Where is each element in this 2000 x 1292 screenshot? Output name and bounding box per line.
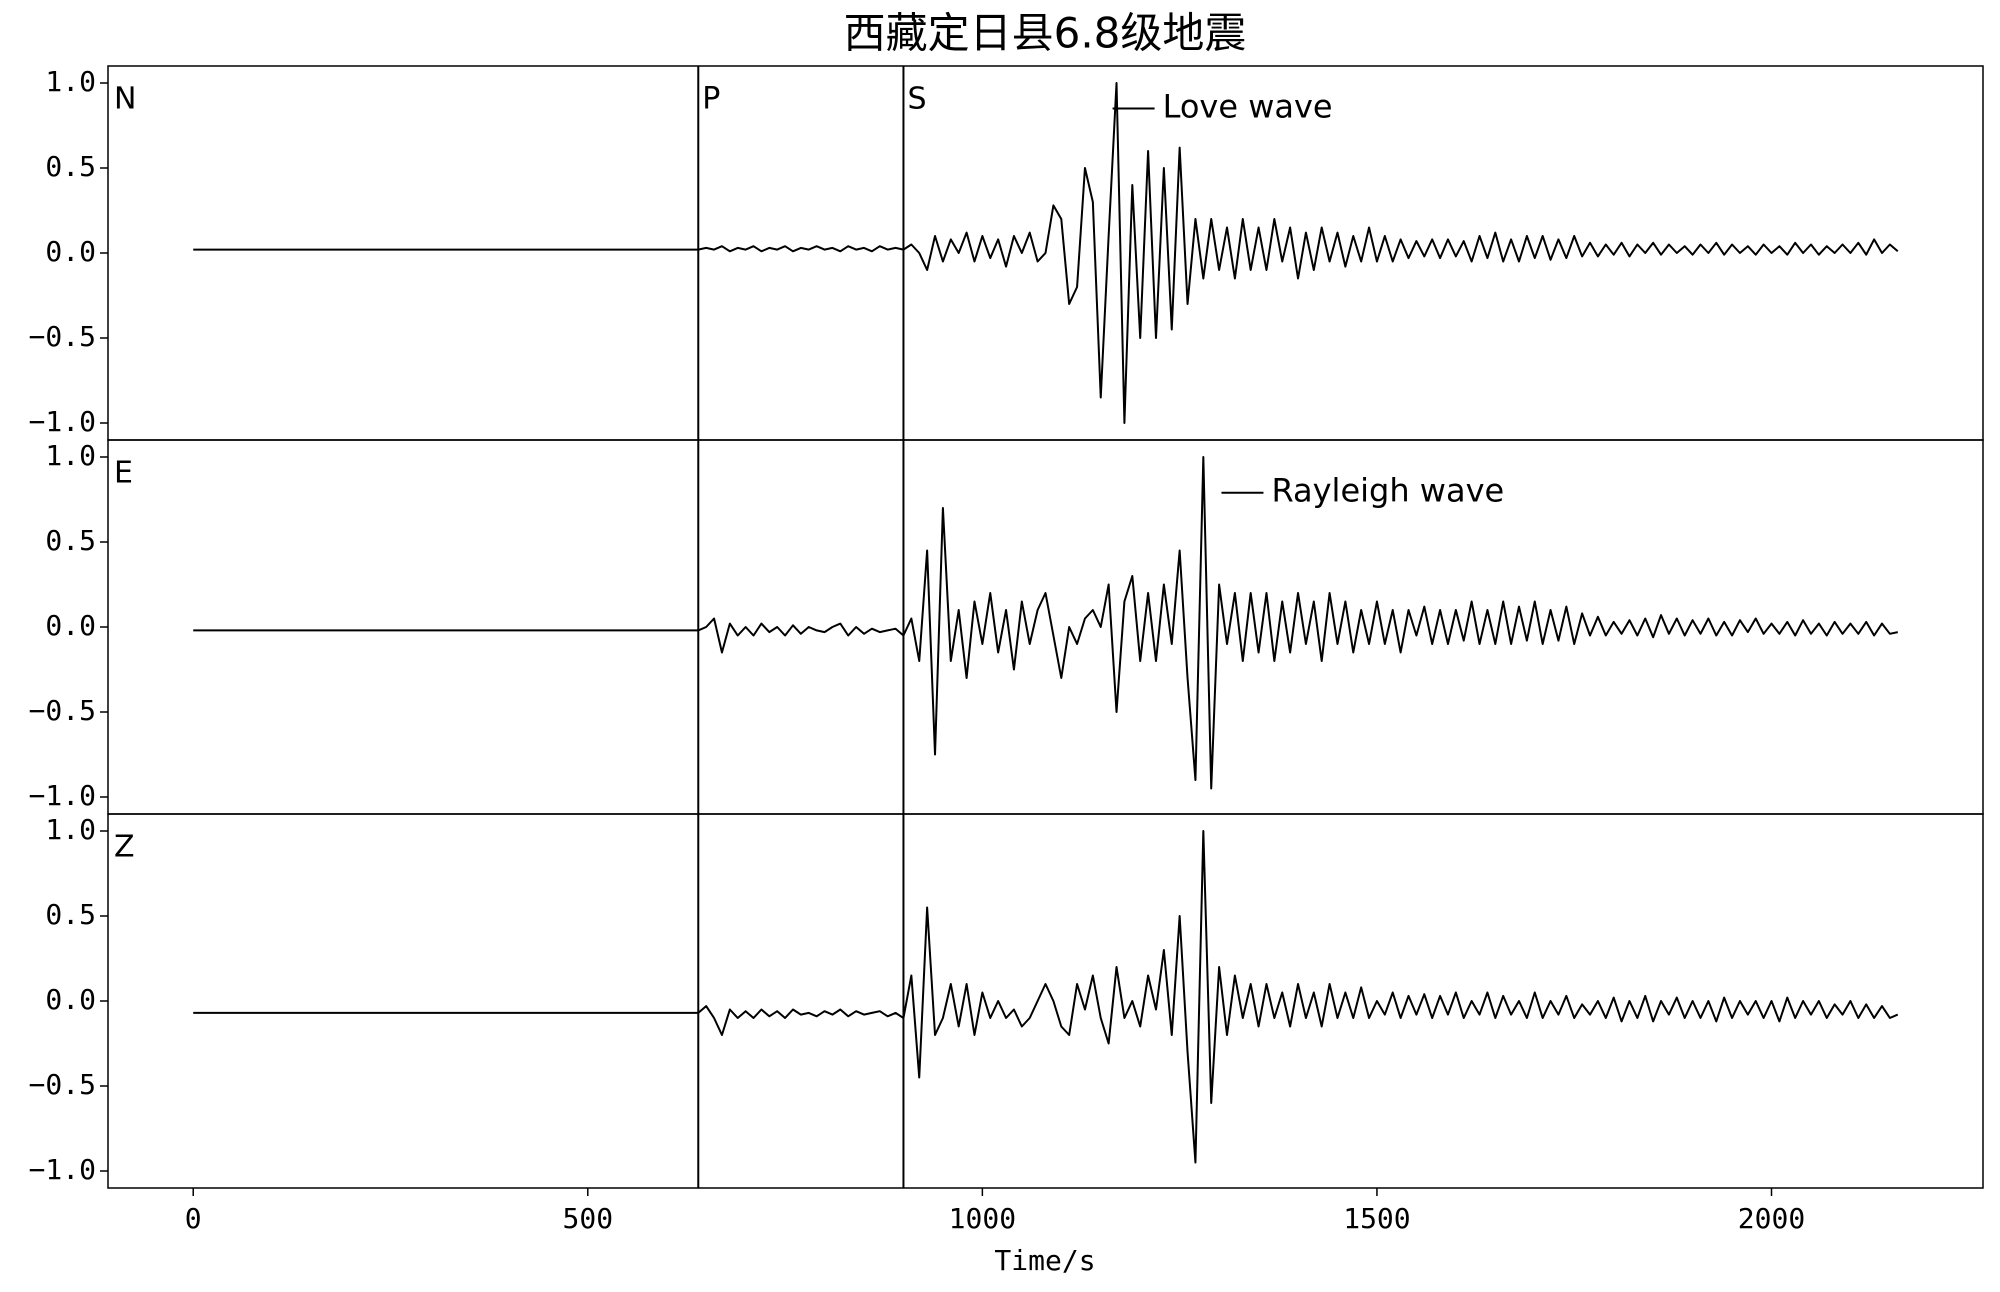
- y-tick-label: −0.5: [29, 1068, 96, 1101]
- y-tick-label: −0.5: [29, 320, 96, 353]
- phase-label: P: [702, 82, 720, 117]
- waveform: [193, 830, 1899, 1164]
- y-tick-label: 0.5: [45, 150, 96, 183]
- y-tick-label: 0.0: [45, 983, 96, 1016]
- y-tick-label: −0.5: [29, 694, 96, 727]
- phase-label: S: [907, 82, 926, 117]
- x-tick-label: 2000: [1738, 1202, 1805, 1235]
- panel-label: N: [114, 82, 136, 117]
- annotation: Love wave: [1163, 88, 1333, 126]
- y-tick-label: −1.0: [29, 1153, 96, 1186]
- x-tick-label: 500: [563, 1202, 614, 1235]
- panel-frame: [107, 813, 1984, 1189]
- chart-title: 西藏定日县6.8级地震: [844, 9, 1247, 58]
- annotation: Rayleigh wave: [1271, 472, 1504, 510]
- x-tick-label: 1000: [949, 1202, 1016, 1235]
- panel-frame: [107, 439, 1984, 815]
- y-tick-label: 1.0: [45, 813, 96, 846]
- x-tick-label: 0: [185, 1202, 202, 1235]
- y-tick-label: 1.0: [45, 439, 96, 472]
- x-tick-label: 1500: [1343, 1202, 1410, 1235]
- y-tick-label: 0.0: [45, 235, 96, 268]
- y-tick-label: −1.0: [29, 405, 96, 438]
- y-tick-label: 1.0: [45, 65, 96, 98]
- waveform: [193, 82, 1899, 424]
- y-tick-label: 0.5: [45, 524, 96, 557]
- y-tick-label: −1.0: [29, 779, 96, 812]
- panel-label: Z: [114, 830, 135, 865]
- x-axis-label: Time/s: [994, 1244, 1095, 1277]
- y-tick-label: 0.5: [45, 898, 96, 931]
- y-tick-label: 0.0: [45, 609, 96, 642]
- waveform: [193, 456, 1898, 790]
- panel-label: E: [114, 456, 133, 491]
